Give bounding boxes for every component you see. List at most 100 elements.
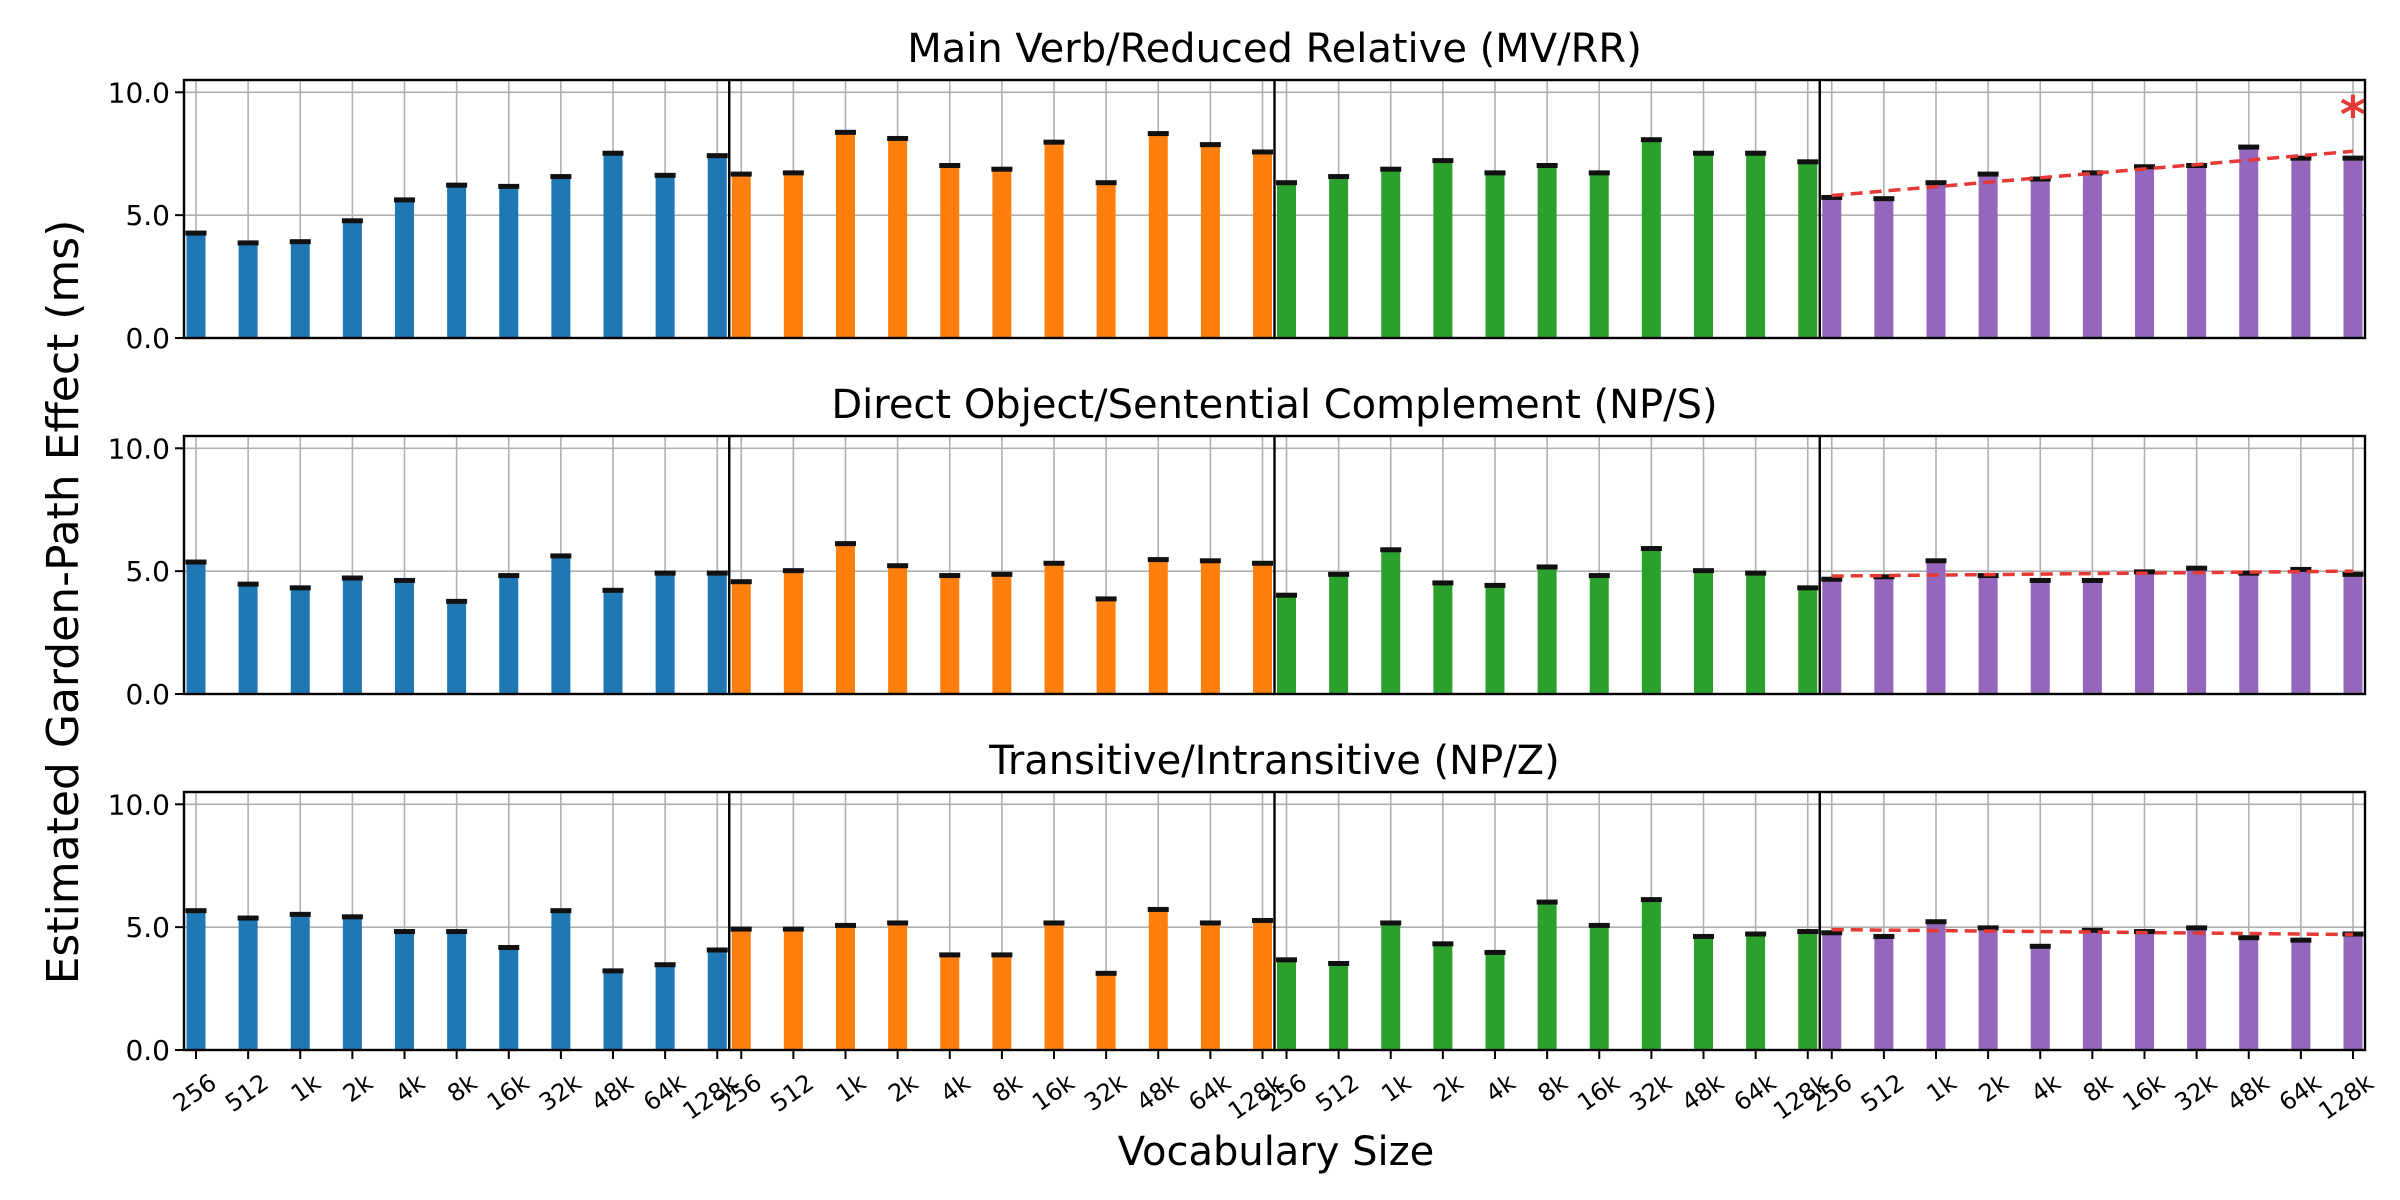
bar (290, 914, 310, 1050)
bar (447, 932, 467, 1050)
error-cap (2081, 577, 2103, 583)
bar (888, 566, 908, 694)
error-cap (939, 573, 961, 579)
error-cap (446, 929, 468, 935)
x-tick-label: 32k (1079, 1068, 1132, 1116)
bar (2135, 572, 2154, 694)
bar (1641, 549, 1661, 694)
bar (1874, 577, 1894, 694)
error-cap (341, 575, 363, 581)
panel-title: Transitive/Intransitive (NP/Z) (988, 738, 1559, 784)
x-tick-label: 8k (2078, 1068, 2118, 1108)
bar (2239, 938, 2259, 1050)
error-cap (498, 183, 520, 189)
error-cap (185, 230, 207, 236)
error-cap (1199, 142, 1221, 148)
error-cap (2290, 155, 2312, 161)
error-cap (498, 945, 520, 951)
x-tick-label: 2k (1974, 1068, 2014, 1108)
bar (1822, 579, 1842, 694)
error-cap (1797, 585, 1819, 591)
error-cap (289, 911, 311, 917)
error-cap (1536, 564, 1558, 570)
error-cap (835, 922, 856, 928)
error-cap (1693, 568, 1714, 574)
bar (1746, 573, 1766, 694)
bar (1433, 944, 1453, 1050)
error-cap (446, 598, 468, 604)
error-cap (654, 962, 676, 968)
bar (1798, 588, 1818, 694)
bar (1200, 923, 1220, 1050)
bar (1329, 177, 1349, 338)
bar (395, 932, 414, 1050)
error-cap (939, 952, 961, 958)
bar (1822, 933, 1842, 1050)
error-cap (782, 568, 804, 574)
bar (603, 153, 623, 338)
bar (1874, 936, 1894, 1050)
bar (2082, 173, 2102, 338)
y-tick-label: 10.0 (108, 76, 170, 109)
error-cap (1252, 918, 1273, 923)
bar (2343, 934, 2363, 1050)
bar (940, 166, 960, 338)
error-cap (237, 581, 259, 587)
bar (1641, 900, 1661, 1050)
bar (342, 221, 362, 338)
error-cap (1797, 929, 1819, 935)
error-cap (1432, 941, 1454, 947)
bar (888, 138, 908, 338)
bar (238, 918, 258, 1050)
bar (447, 601, 467, 694)
bar (2082, 930, 2102, 1050)
bar (2291, 569, 2311, 694)
error-cap (1745, 931, 1767, 937)
error-cap (1380, 920, 1402, 926)
error-cap (1380, 547, 1402, 553)
error-cap (394, 577, 415, 583)
bar (1253, 152, 1272, 338)
error-cap (1432, 158, 1454, 164)
error-cap (1821, 930, 1843, 936)
bar (1485, 585, 1505, 694)
error-cap (1640, 137, 1662, 143)
bar (1798, 932, 1818, 1050)
bar (1148, 134, 1168, 338)
bar (1044, 142, 1064, 338)
error-cap (1252, 560, 1273, 566)
bar (783, 571, 803, 694)
bar (2030, 179, 2050, 338)
bar (2343, 574, 2363, 694)
x-tick-label: 8k (442, 1068, 482, 1108)
x-tick-label: 128k (2314, 1068, 2379, 1125)
bar (1044, 923, 1064, 1050)
error-cap (2186, 565, 2208, 571)
error-cap (2342, 571, 2364, 577)
bar (731, 174, 751, 338)
error-cap (1147, 557, 1169, 563)
bar (395, 580, 414, 694)
bar (1044, 563, 1064, 694)
x-tick-label: 32k (2170, 1068, 2223, 1116)
error-cap (1276, 180, 1297, 186)
error-cap (1536, 899, 1558, 905)
error-cap (498, 573, 520, 579)
error-cap (446, 182, 468, 188)
error-cap (185, 908, 207, 914)
bar (1874, 199, 1894, 338)
error-cap (1276, 957, 1297, 963)
bar (447, 185, 467, 338)
bar (1589, 925, 1609, 1050)
error-cap (1693, 933, 1714, 939)
bar (731, 582, 751, 694)
bar (1694, 153, 1713, 338)
error-cap (706, 570, 728, 576)
x-tick-label: 512 (765, 1068, 819, 1117)
x-tick-label: 48k (1131, 1068, 1184, 1116)
bar (1096, 973, 1116, 1050)
error-cap (887, 563, 909, 569)
trend-line (1831, 149, 2354, 198)
error-cap (185, 559, 207, 565)
x-tick-label: 16k (2118, 1068, 2171, 1116)
